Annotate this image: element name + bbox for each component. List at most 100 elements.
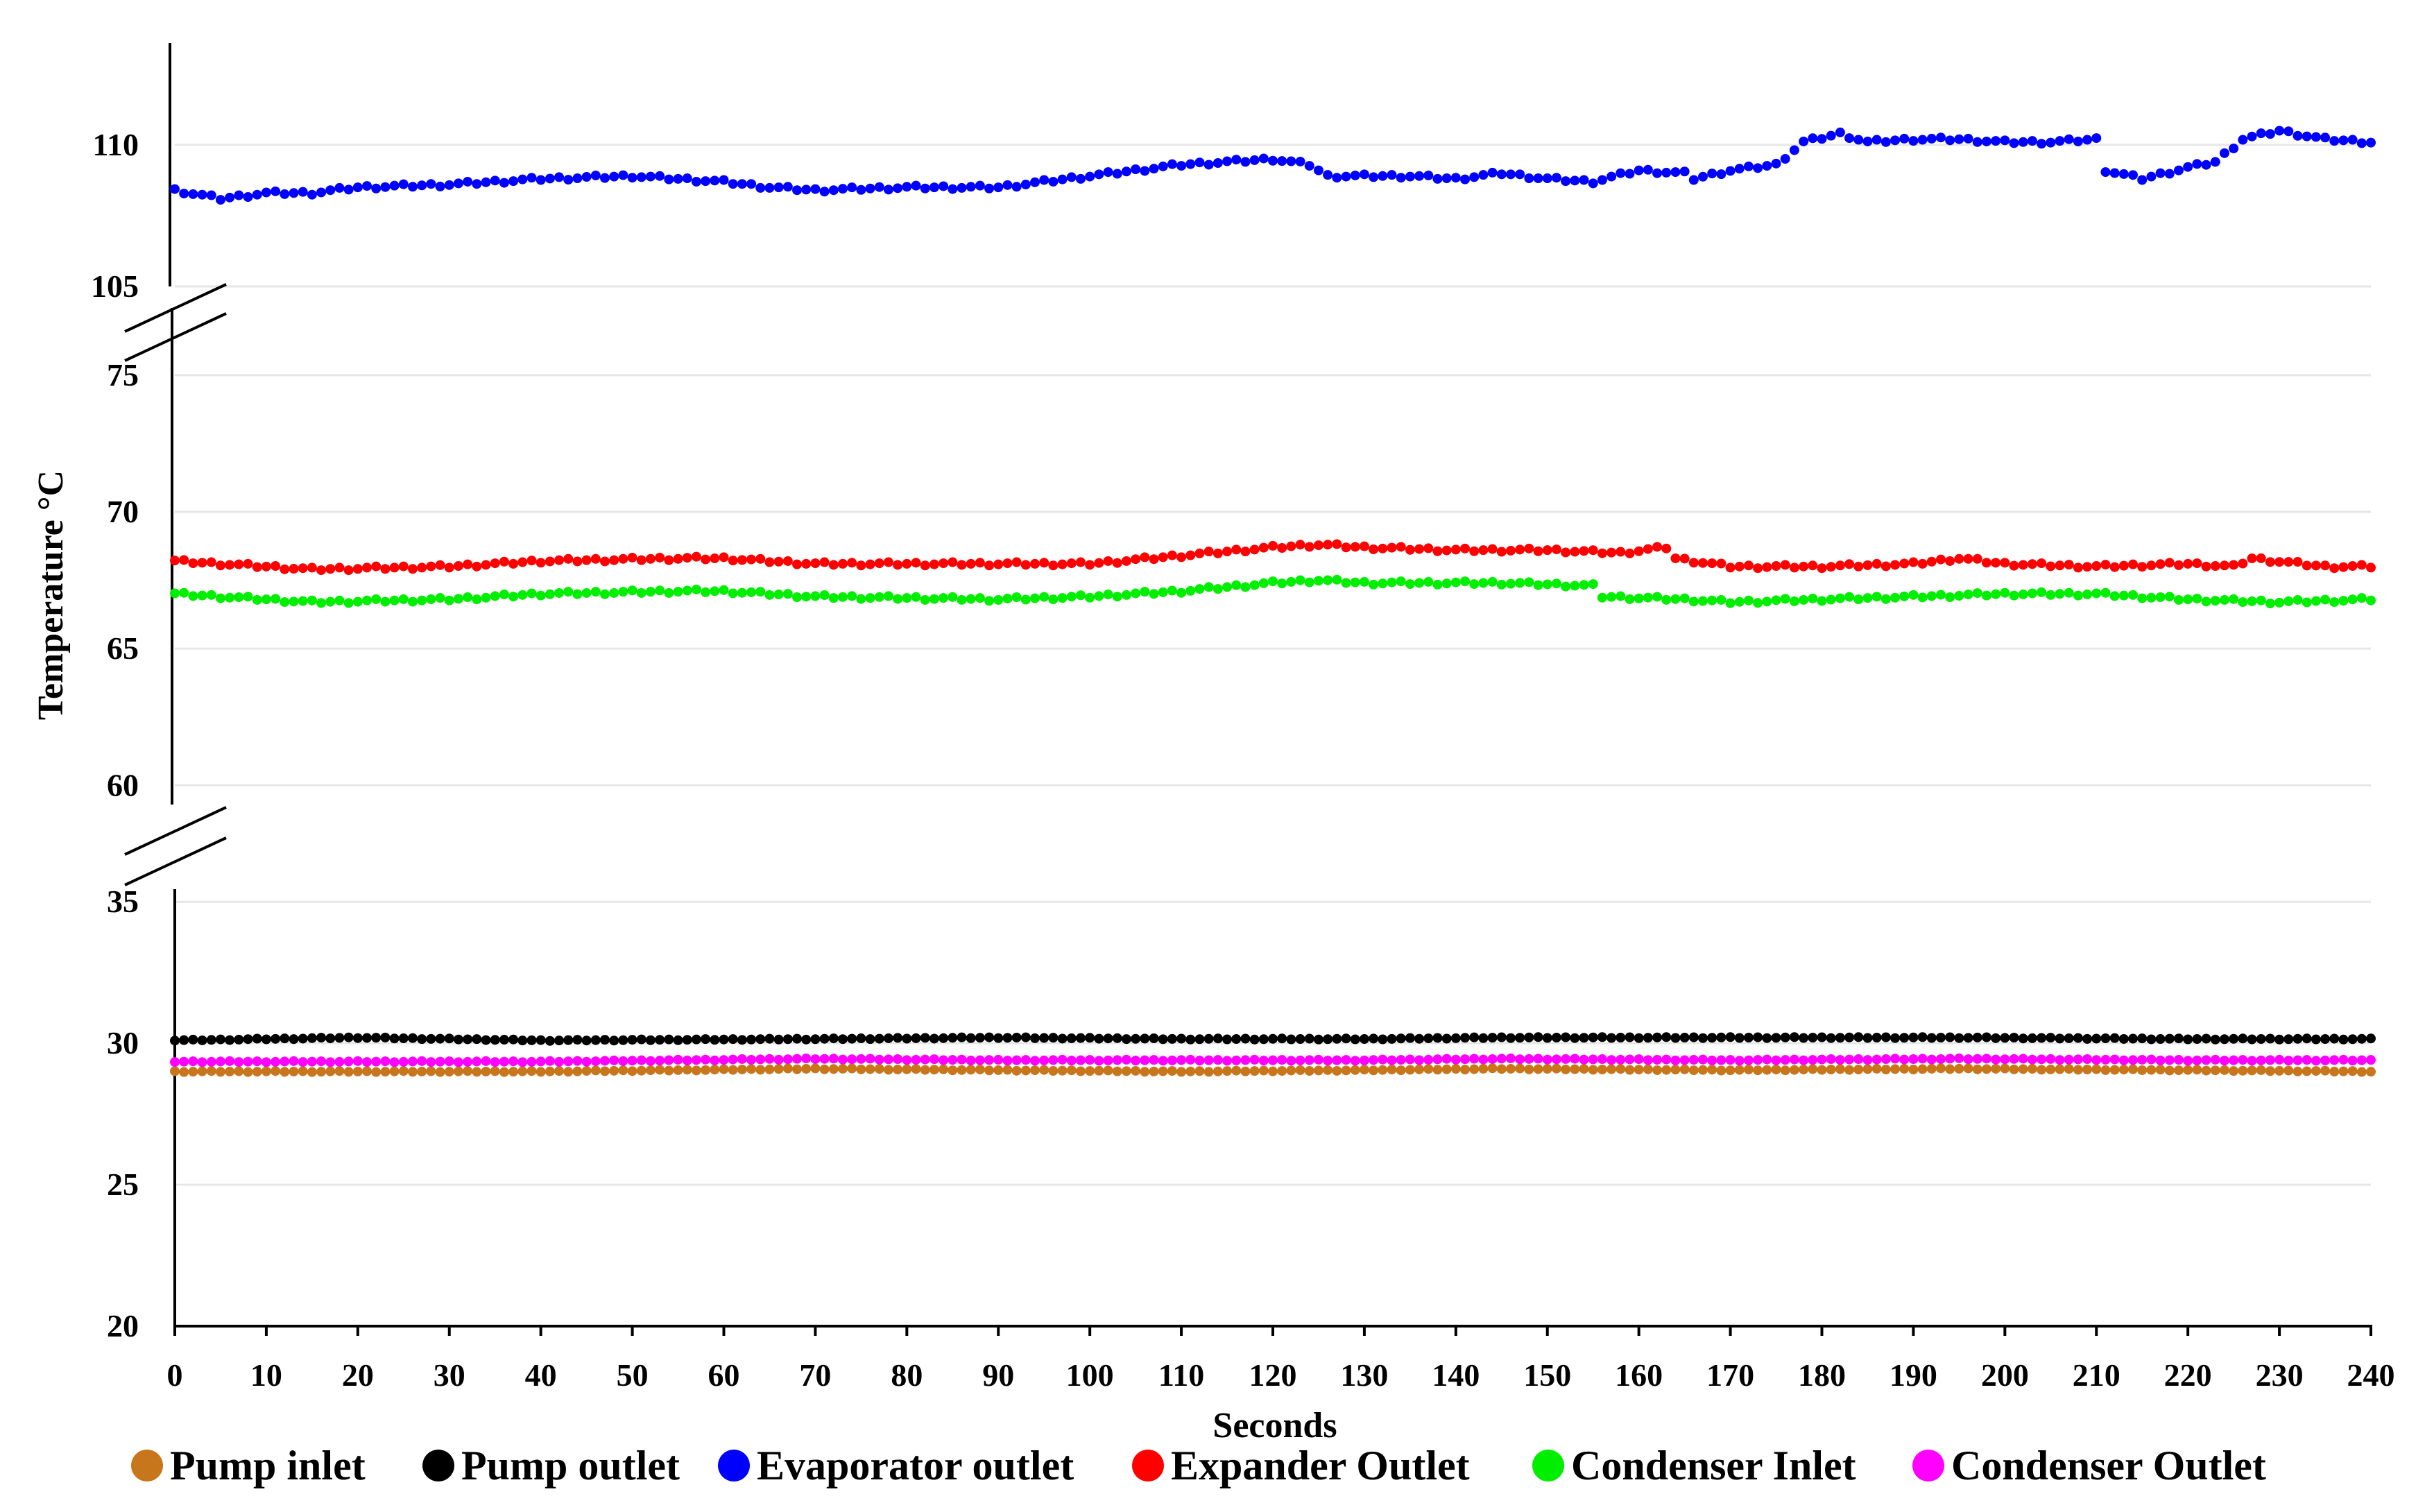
data-point-pump-outlet xyxy=(966,1033,976,1043)
axes xyxy=(124,43,2372,1336)
data-point-evaporator-outlet xyxy=(655,171,665,181)
data-point-pump-inlet xyxy=(1734,1065,1745,1075)
y-tick-label: 110 xyxy=(93,127,139,162)
data-point-pump-outlet xyxy=(215,1034,225,1045)
data-point-expander-outlet xyxy=(1935,554,1946,565)
data-point-pump-outlet xyxy=(1304,1033,1314,1044)
data-point-evaporator-outlet xyxy=(2265,129,2275,139)
data-point-condenser-outlet xyxy=(1140,1055,1150,1065)
data-point-expander-outlet xyxy=(1075,557,1086,567)
data-point-evaporator-outlet xyxy=(435,181,445,191)
data-point-pump-outlet xyxy=(1707,1033,1717,1043)
data-point-pump-inlet xyxy=(2347,1066,2358,1076)
data-point-pump-outlet xyxy=(463,1034,473,1045)
data-point-condenser-inlet xyxy=(2311,596,2321,606)
y-tick-label: 25 xyxy=(107,1167,139,1202)
data-point-pump-outlet xyxy=(307,1033,317,1043)
data-point-evaporator-outlet xyxy=(1369,172,1379,182)
data-point-condenser-outlet xyxy=(2109,1054,2120,1065)
data-point-condenser-outlet xyxy=(1616,1054,1626,1065)
data-point-condenser-inlet xyxy=(389,595,400,605)
data-point-pump-inlet xyxy=(252,1067,262,1077)
data-point-condenser-outlet xyxy=(1313,1054,1323,1065)
data-point-pump-inlet xyxy=(1753,1065,1763,1076)
data-point-evaporator-outlet xyxy=(883,184,893,195)
data-point-expander-outlet xyxy=(1103,556,1113,566)
x-tick-label: 150 xyxy=(1523,1357,1571,1393)
data-point-pump-inlet xyxy=(773,1064,784,1074)
data-point-evaporator-outlet xyxy=(2055,136,2065,146)
data-point-expander-outlet xyxy=(737,555,747,565)
data-point-condenser-outlet xyxy=(1112,1055,1122,1065)
data-point-condenser-inlet xyxy=(472,594,482,605)
data-point-pump-outlet xyxy=(1588,1032,1598,1042)
data-point-pump-inlet xyxy=(2210,1065,2220,1076)
data-point-pump-inlet xyxy=(343,1067,354,1077)
data-point-expander-outlet xyxy=(664,555,674,565)
data-point-pump-inlet xyxy=(490,1066,500,1076)
data-point-evaporator-outlet xyxy=(554,172,565,182)
data-point-pump-inlet xyxy=(2302,1066,2312,1076)
data-point-pump-inlet xyxy=(710,1065,720,1075)
x-tick-label: 230 xyxy=(2256,1357,2304,1393)
y-axis-break-mark xyxy=(124,806,227,856)
data-point-condenser-inlet xyxy=(1753,598,1763,608)
legend-marker-condenser-inlet xyxy=(1532,1450,1564,1481)
data-point-condenser-inlet xyxy=(2183,594,2193,605)
data-point-evaporator-outlet xyxy=(545,173,555,184)
data-point-expander-outlet xyxy=(234,559,244,569)
data-point-pump-inlet xyxy=(352,1066,363,1076)
data-point-condenser-outlet xyxy=(398,1056,409,1067)
data-point-pump-outlet xyxy=(1405,1033,1415,1043)
data-point-condenser-inlet xyxy=(1057,593,1068,603)
data-point-condenser-inlet xyxy=(1011,592,1022,603)
data-point-condenser-inlet xyxy=(1222,582,1233,592)
data-point-condenser-inlet xyxy=(1862,593,1873,603)
data-point-pump-outlet xyxy=(1094,1033,1104,1044)
data-point-evaporator-outlet xyxy=(1405,171,1415,182)
data-point-condenser-inlet xyxy=(1643,592,1653,603)
data-point-evaporator-outlet xyxy=(1131,164,1141,174)
data-point-condenser-inlet xyxy=(1158,587,1168,597)
data-point-pump-outlet xyxy=(939,1033,949,1043)
data-point-evaporator-outlet xyxy=(289,188,299,198)
data-point-pump-outlet xyxy=(1871,1033,1882,1042)
data-point-pump-outlet xyxy=(1762,1033,1772,1043)
data-point-condenser-inlet xyxy=(444,595,454,605)
data-point-expander-outlet xyxy=(435,560,445,570)
data-point-condenser-inlet xyxy=(993,594,1004,605)
data-point-expander-outlet xyxy=(2100,560,2111,570)
data-point-condenser-inlet xyxy=(2347,594,2358,605)
data-point-expander-outlet xyxy=(572,556,583,567)
data-point-pump-outlet xyxy=(234,1034,244,1045)
data-point-evaporator-outlet xyxy=(2173,165,2184,175)
data-point-expander-outlet xyxy=(1231,544,1242,555)
data-point-evaporator-outlet xyxy=(590,170,601,180)
data-point-pump-inlet xyxy=(810,1063,821,1074)
data-point-condenser-inlet xyxy=(1231,580,1242,590)
data-point-pump-inlet xyxy=(1194,1066,1205,1076)
data-point-condenser-outlet xyxy=(572,1056,583,1066)
x-tick-label: 220 xyxy=(2164,1357,2212,1393)
data-point-pump-inlet xyxy=(1551,1063,1561,1074)
data-point-pump-outlet xyxy=(1131,1033,1141,1044)
data-point-condenser-outlet xyxy=(1075,1055,1086,1065)
data-point-evaporator-outlet xyxy=(1972,137,1982,147)
data-point-pump-inlet xyxy=(2155,1065,2166,1075)
data-point-pump-outlet xyxy=(1570,1033,1580,1043)
data-point-evaporator-outlet xyxy=(2027,136,2037,146)
data-point-expander-outlet xyxy=(1679,553,1690,564)
data-point-evaporator-outlet xyxy=(1176,161,1187,171)
data-point-evaporator-outlet xyxy=(1579,175,1589,185)
data-point-pump-inlet xyxy=(1121,1066,1131,1076)
data-point-condenser-inlet xyxy=(883,591,893,601)
data-point-evaporator-outlet xyxy=(1634,165,1644,175)
data-point-pump-outlet xyxy=(1487,1033,1498,1043)
data-point-pump-inlet xyxy=(1579,1064,1589,1074)
data-point-expander-outlet xyxy=(1249,544,1260,555)
data-point-evaporator-outlet xyxy=(1432,173,1443,184)
data-point-pump-inlet xyxy=(1460,1065,1471,1075)
data-point-expander-outlet xyxy=(2018,560,2028,570)
